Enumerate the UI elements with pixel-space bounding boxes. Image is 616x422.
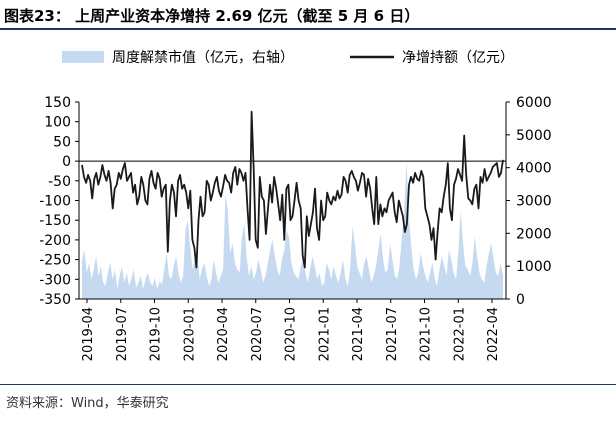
left-tick-label: -50: [48, 174, 71, 190]
right-tick-label: 3000: [516, 194, 552, 210]
x-tick-label: 2021-07: [385, 307, 400, 361]
chart-title: 图表23： 上周产业资本净增持 2.69 亿元（截至 5 月 6 日）: [4, 7, 420, 25]
unlock-value-area: [82, 161, 503, 299]
right-tick-label: 2000: [516, 226, 552, 242]
x-tick-label: 2019-04: [81, 307, 96, 361]
right-tick-label: 6000: [516, 95, 552, 111]
x-tick-label: 2020-07: [250, 307, 265, 361]
left-tick-label: 100: [44, 115, 71, 131]
right-tick-label: 0: [516, 292, 525, 308]
x-tick-label: 2019-07: [115, 307, 130, 361]
left-tick-label: -350: [39, 292, 71, 308]
left-tick-label: 50: [53, 134, 71, 150]
left-tick-label: -300: [39, 272, 71, 288]
x-tick-label: 2020-04: [216, 307, 231, 361]
source-note: 资料来源：Wind，华泰研究: [6, 396, 169, 411]
x-tick-label: 2020-01: [182, 307, 197, 361]
x-tick-label: 2019-10: [149, 307, 164, 361]
x-tick-label: 2021-10: [419, 307, 434, 361]
x-tick-label: 2021-04: [351, 307, 366, 361]
x-tick-label: 2022-04: [486, 307, 501, 361]
legend-area-label: 周度解禁市值（亿元，右轴）: [112, 49, 294, 66]
left-tick-label: -200: [39, 233, 71, 249]
legend-area-swatch: [62, 51, 104, 63]
left-tick-label: -150: [39, 213, 71, 229]
x-tick-label: 2020-10: [284, 307, 299, 361]
title-bar: 图表23： 上周产业资本净增持 2.69 亿元（截至 5 月 6 日）: [0, 0, 616, 30]
right-tick-label: 4000: [516, 161, 552, 177]
right-tick-label: 1000: [516, 259, 552, 275]
chart-svg: 150 100 50 0 -50 -100 -150 -200 -250 -300 -350 6000…: [39, 49, 552, 361]
left-tick-label: 150: [44, 95, 71, 111]
x-tick-label: 2021-01: [317, 307, 332, 361]
source-divider: [0, 384, 616, 385]
left-tick-label: -100: [39, 194, 71, 210]
left-tick-label: -250: [39, 253, 71, 269]
x-tick-label: 2022-01: [452, 307, 467, 361]
right-tick-label: 5000: [516, 128, 552, 144]
net-increase-line: [81, 110, 504, 269]
left-tick-label: 0: [62, 154, 71, 170]
legend-line-label: 净增持额（亿元）: [402, 50, 514, 66]
